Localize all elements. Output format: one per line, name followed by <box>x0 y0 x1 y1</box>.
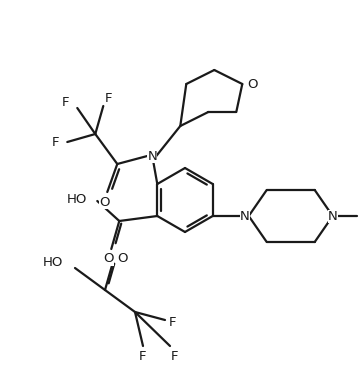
Text: O: O <box>118 252 128 266</box>
Text: F: F <box>62 96 69 108</box>
Text: O: O <box>103 252 113 266</box>
Text: N: N <box>240 210 249 223</box>
Text: F: F <box>52 135 59 148</box>
Text: F: F <box>171 349 179 362</box>
Text: F: F <box>139 349 147 362</box>
Text: HO: HO <box>67 193 87 206</box>
Text: O: O <box>247 77 257 90</box>
Text: HO: HO <box>42 256 63 269</box>
Text: N: N <box>147 149 157 162</box>
Text: F: F <box>169 315 177 328</box>
Text: N: N <box>328 210 338 223</box>
Text: O: O <box>99 196 109 208</box>
Text: F: F <box>104 92 112 104</box>
